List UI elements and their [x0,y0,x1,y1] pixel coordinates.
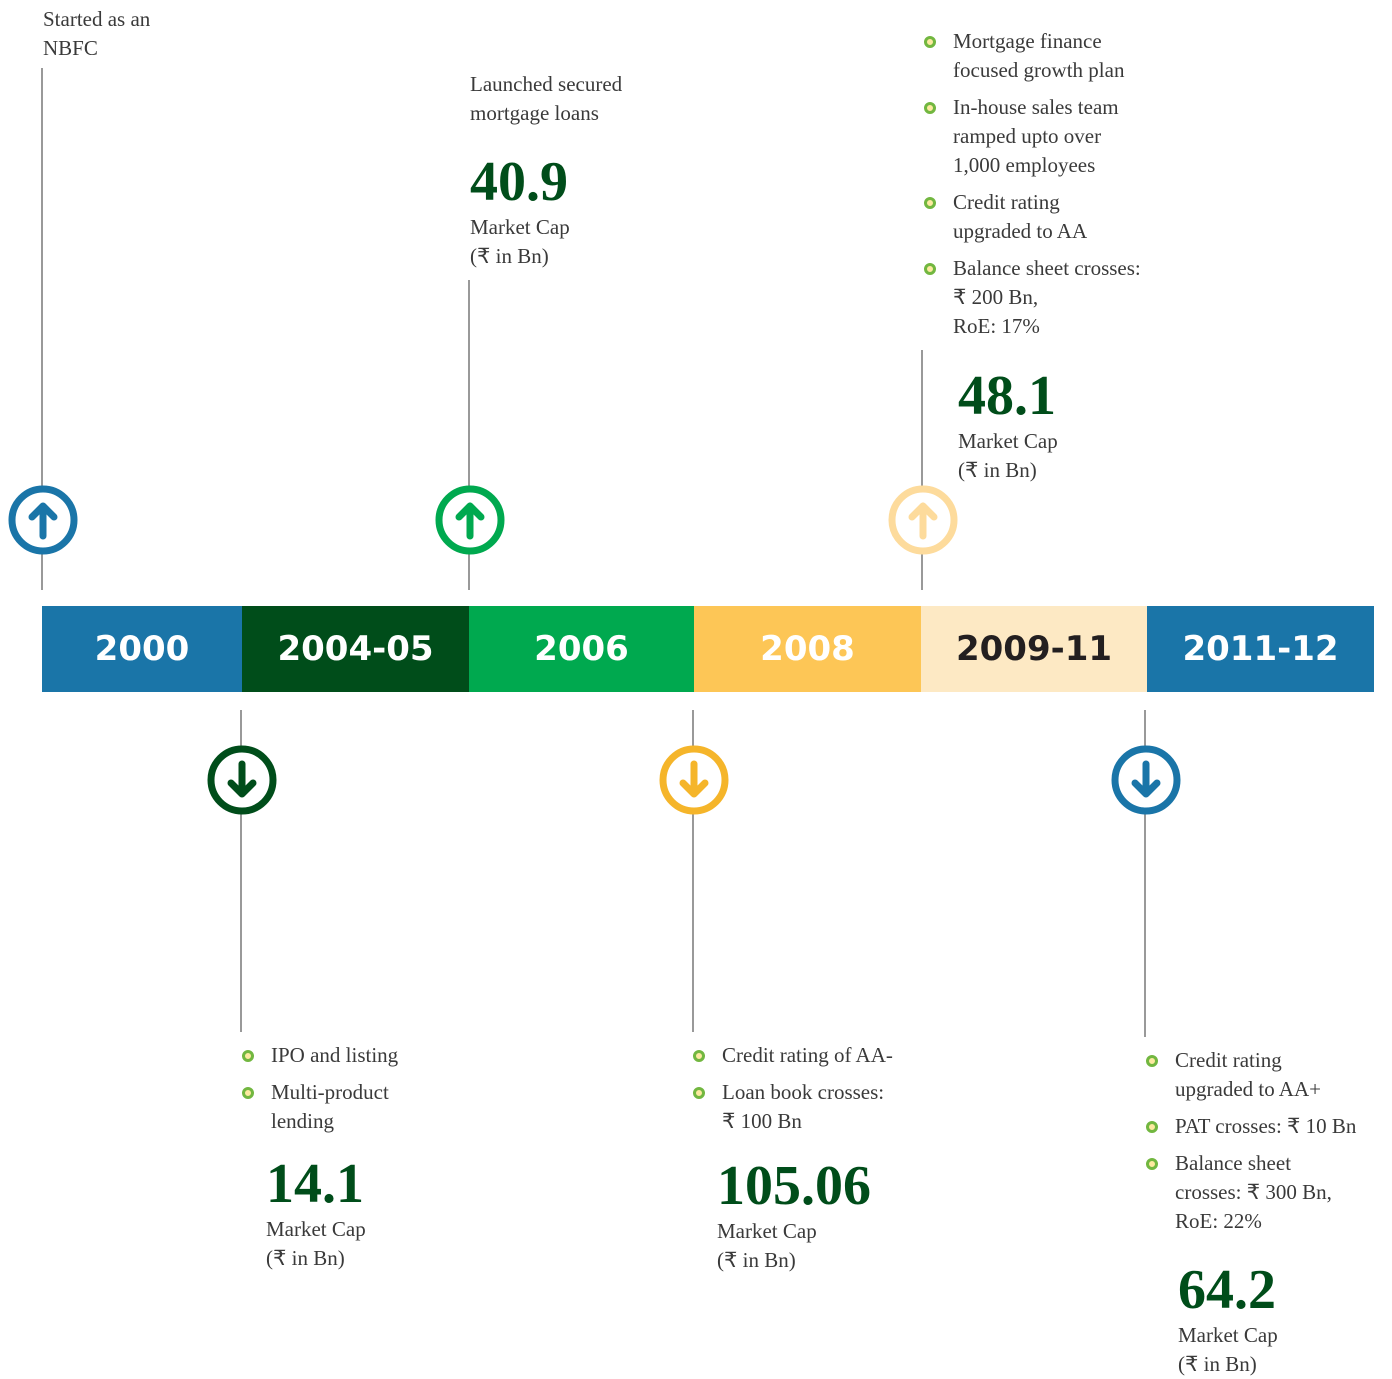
bullet-line: upgraded to AA [953,219,1088,243]
bullet-dot [693,1087,705,1099]
bullet-line: In-house sales team [953,95,1119,119]
bullet-line: Credit rating [953,190,1060,214]
period-label: 2011-12 [1182,629,1339,669]
market-cap-caption: Market Cap [470,215,570,239]
period-label: 2009-11 [955,629,1113,669]
bullet-dot [924,197,936,209]
bullet-dot [242,1087,254,1099]
bullet-item: In-house sales team ramped upto over 1,000… [922,93,1141,180]
bullet-line: lending [271,1109,334,1133]
bullet-line: Mortgage finance [953,29,1102,53]
bullet-dot [924,102,936,114]
market-cap-caption: (₹ in Bn) [1178,1352,1257,1376]
bullet-line: Balance sheet [1175,1151,1292,1175]
period-segment: 2004-05 [242,606,469,692]
bullet-dot [1146,1055,1158,1067]
market-cap-value: 48.1 [958,365,1056,427]
period-segment: 2000 [42,606,242,692]
bullet-line: Credit rating of AA- [722,1043,893,1067]
bullet-item: Multi-product lending [240,1078,398,1136]
bullet-line: IPO and listing [271,1043,399,1067]
bullet-line: RoE: 17% [953,314,1040,338]
bullet-line: focused growth plan [953,58,1125,82]
bullet-line: upgraded to AA+ [1175,1077,1321,1101]
bullet-item: Balance sheet crosses: ₹ 300 Bn, RoE: 22% [1144,1149,1356,1236]
market-cap-caption: (₹ in Bn) [470,244,549,268]
event-text: Mortgage finance focused growth plan In-ho… [922,27,1141,349]
bullet-item: IPO and listing [240,1041,398,1070]
market-cap-caption: Market Cap [266,1217,366,1241]
event-line: Launched secured [470,72,623,96]
market-cap-value: 105.06 [717,1155,871,1217]
bullet-item: Credit rating upgraded to AA [922,188,1141,246]
market-cap-caption: Market Cap [1178,1323,1278,1347]
bullet-item: PAT crosses: ₹ 10 Bn [1144,1112,1356,1141]
period-segment: 2006 [469,606,694,692]
bullet-dot [924,36,936,48]
market-cap-value: 14.1 [266,1153,364,1215]
bullet-line: RoE: 22% [1175,1209,1262,1233]
bullet-line: crosses: ₹ 300 Bn, [1175,1180,1332,1204]
event-line: Started as an [43,7,151,31]
bullet-dot [1146,1121,1158,1133]
event-text: Credit rating of AA- Loan book crosses: ₹ … [691,1041,893,1144]
arrow-icon [455,502,485,540]
market-cap-caption: (₹ in Bn) [717,1248,796,1272]
bullet-dot [1146,1158,1158,1170]
bullet-line: Loan book crosses: [722,1080,885,1104]
bullet-line: ramped upto over [953,124,1102,148]
bullet-item: Credit rating of AA- [691,1041,893,1070]
event-text: IPO and listing Multi-product lending [240,1041,398,1144]
period-label: 2000 [94,629,190,669]
market-cap-caption: (₹ in Bn) [266,1246,345,1270]
period-segment: 2008 [694,606,921,692]
event-text: Launched secured mortgage loans [470,70,622,128]
period-label: 2006 [534,629,629,669]
bullet-line: ₹ 100 Bn [722,1109,802,1133]
market-cap-caption: Market Cap [717,1219,817,1243]
market-cap-caption: Market Cap [958,429,1058,453]
bullet-line: PAT crosses: ₹ 10 Bn [1175,1114,1357,1138]
event-line: NBFC [43,36,98,60]
event-text: Credit rating upgraded to AA+ PAT crosses:… [1144,1046,1356,1244]
bullet-dot [242,1050,254,1062]
market-cap-caption: (₹ in Bn) [958,458,1037,482]
arrow-icon [227,760,257,798]
bullet-line: ₹ 200 Bn, [953,285,1039,309]
event-line: mortgage loans [470,101,599,125]
bullet-item: Balance sheet crosses: ₹ 200 Bn, RoE: 17% [922,254,1141,341]
arrow-icon [908,502,938,540]
bullet-line: Multi-product [271,1080,389,1104]
period-segment: 2009-11 [921,606,1147,692]
bullet-item: Mortgage finance focused growth plan [922,27,1141,85]
arrow-icon [28,502,58,540]
bullet-dot [924,263,936,275]
period-segment: 2011-12 [1147,606,1374,692]
market-cap-value: 64.2 [1178,1259,1276,1321]
bullet-line: Credit rating [1175,1048,1282,1072]
bullet-item: Credit rating upgraded to AA+ [1144,1046,1356,1104]
arrow-icon [1131,760,1161,798]
bullet-line: Balance sheet crosses: [953,256,1141,280]
event-text: Started as an NBFC [43,5,150,63]
market-cap-value: 40.9 [470,151,568,213]
bullet-item: Loan book crosses: ₹ 100 Bn [691,1078,893,1136]
period-label: 2004-05 [277,629,434,669]
bullet-line: 1,000 employees [953,153,1096,177]
arrow-icon [679,760,709,798]
bullet-dot [693,1050,705,1062]
period-label: 2008 [760,629,855,669]
